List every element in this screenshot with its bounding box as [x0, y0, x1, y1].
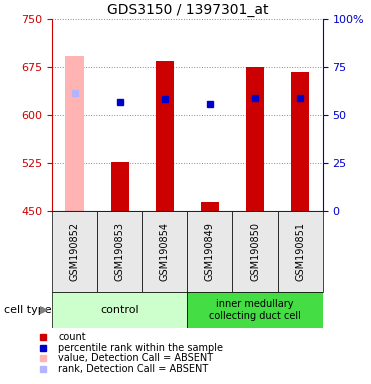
Bar [278, 211, 323, 292]
Text: GSM190854: GSM190854 [160, 222, 170, 281]
Bar [156, 61, 174, 211]
Title: GDS3150 / 1397301_at: GDS3150 / 1397301_at [106, 3, 268, 17]
Bar [291, 72, 309, 211]
Bar [111, 162, 129, 211]
Text: percentile rank within the sample: percentile rank within the sample [58, 343, 223, 353]
Bar [233, 211, 278, 292]
Bar [97, 211, 142, 292]
Text: control: control [100, 305, 139, 315]
Text: inner medullary
collecting duct cell: inner medullary collecting duct cell [209, 299, 301, 321]
Text: rank, Detection Call = ABSENT: rank, Detection Call = ABSENT [58, 364, 209, 374]
Bar [52, 211, 97, 292]
Bar [142, 211, 187, 292]
Bar [52, 292, 187, 328]
Text: ▶: ▶ [40, 305, 49, 315]
Text: count: count [58, 332, 86, 342]
Bar [66, 56, 83, 211]
Text: GSM190850: GSM190850 [250, 222, 260, 281]
Text: value, Detection Call = ABSENT: value, Detection Call = ABSENT [58, 353, 213, 363]
Bar [246, 66, 264, 211]
Text: GSM190849: GSM190849 [205, 222, 215, 281]
Bar [187, 211, 233, 292]
Bar [201, 202, 219, 211]
Text: GSM190852: GSM190852 [69, 222, 79, 281]
Text: GSM190851: GSM190851 [295, 222, 305, 281]
Text: GSM190853: GSM190853 [115, 222, 125, 281]
Text: cell type: cell type [4, 305, 51, 315]
Bar [187, 292, 323, 328]
